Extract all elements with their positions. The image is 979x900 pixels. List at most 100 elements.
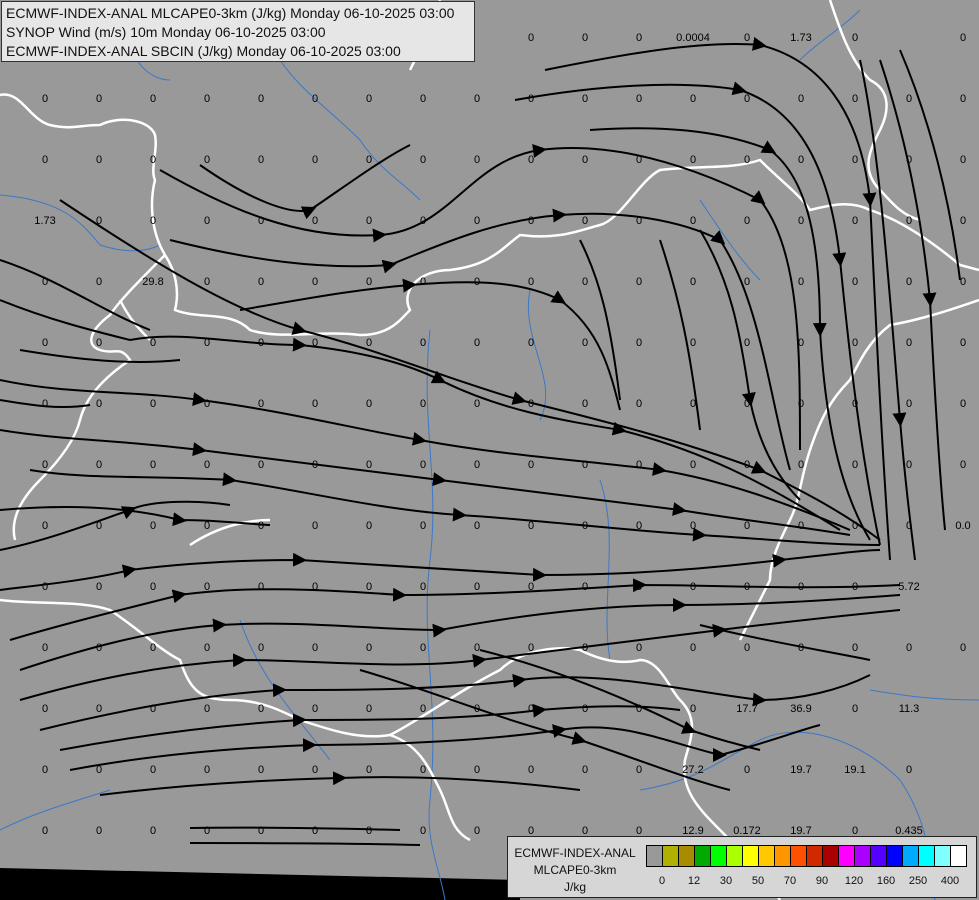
legend-tick-label: 90	[815, 875, 829, 887]
station-value: 0	[366, 825, 372, 837]
station-value: 0	[258, 642, 264, 654]
station-value: 0	[258, 154, 264, 166]
station-value: 0	[150, 825, 156, 837]
station-value: 0	[204, 276, 210, 288]
station-value: 0	[960, 459, 966, 471]
station-value: 0	[474, 825, 480, 837]
station-value: 0	[150, 459, 156, 471]
station-value: 0	[690, 642, 696, 654]
station-value: 0	[96, 337, 102, 349]
station-value: 0	[42, 337, 48, 349]
station-value: 0	[690, 398, 696, 410]
legend-source: ECMWF-INDEX-ANAL	[514, 846, 636, 860]
legend-swatch	[855, 846, 871, 866]
station-value: 0	[798, 154, 804, 166]
legend-tick-label: 30	[719, 875, 733, 887]
station-value: 0	[150, 337, 156, 349]
station-value: 0	[852, 154, 858, 166]
station-value: 0	[852, 520, 858, 532]
station-value: 0	[744, 215, 750, 227]
station-value: 17.7	[736, 703, 757, 715]
station-value: 0	[528, 764, 534, 776]
station-value: 0	[312, 215, 318, 227]
station-value: 0	[258, 276, 264, 288]
station-value: 0	[258, 215, 264, 227]
station-value: 0	[960, 215, 966, 227]
station-value: 0	[312, 398, 318, 410]
color-legend: ECMWF-INDEX-ANAL MLCAPE0-3km J/kg 0 12 30 5…	[507, 836, 977, 898]
title-line-sbcin: ECMWF-INDEX-ANAL SBCIN (J/kg) Monday 06-…	[6, 43, 401, 59]
station-value: 0	[528, 276, 534, 288]
station-value: 0	[474, 459, 480, 471]
station-value: 0	[636, 520, 642, 532]
station-value: 0	[798, 459, 804, 471]
station-value: 0	[744, 581, 750, 593]
station-value: 0	[204, 581, 210, 593]
legend-swatch	[839, 846, 855, 866]
station-value: 0	[366, 581, 372, 593]
station-value: 0	[474, 398, 480, 410]
station-value: 0	[744, 154, 750, 166]
station-value: 0	[366, 337, 372, 349]
station-value: 0	[636, 581, 642, 593]
station-value: 0	[474, 581, 480, 593]
legend-swatch	[791, 846, 807, 866]
station-value: 0	[96, 459, 102, 471]
station-value: 0	[150, 154, 156, 166]
station-value: 0	[258, 764, 264, 776]
station-value: 0	[474, 93, 480, 105]
station-value: 0	[150, 520, 156, 532]
legend-tick-label: 400	[940, 875, 960, 887]
station-value: 12.9	[682, 825, 703, 837]
station-value: 0	[636, 703, 642, 715]
map-title-box: ECMWF-INDEX-ANAL MLCAPE0-3km (J/kg) Mond…	[1, 1, 475, 62]
station-value: 0	[42, 154, 48, 166]
station-value: 0	[852, 398, 858, 410]
station-value: 0	[528, 520, 534, 532]
station-value: 0	[960, 32, 966, 44]
station-value: 0	[582, 459, 588, 471]
station-value: 0	[366, 459, 372, 471]
station-value: 0	[960, 93, 966, 105]
title-line-wind: SYNOP Wind (m/s) 10m Monday 06-10-2025 0…	[6, 24, 326, 40]
station-value: 0	[420, 764, 426, 776]
station-value: 0	[582, 32, 588, 44]
station-value: 0	[906, 459, 912, 471]
station-value: 0	[690, 337, 696, 349]
station-value: 0	[96, 215, 102, 227]
station-value: 0	[96, 93, 102, 105]
legend-tick-label: 70	[783, 875, 797, 887]
station-value: 0	[798, 642, 804, 654]
station-value: 0	[312, 520, 318, 532]
legend-swatch	[679, 846, 695, 866]
station-value: 0	[690, 93, 696, 105]
station-value: 0	[204, 215, 210, 227]
station-value: 0	[744, 32, 750, 44]
legend-parameter: MLCAPE0-3km	[533, 863, 617, 877]
station-value: 0	[798, 520, 804, 532]
station-value: 0	[636, 276, 642, 288]
station-value: 11.3	[899, 703, 920, 715]
station-value: 0	[96, 642, 102, 654]
legend-swatch	[935, 846, 951, 866]
station-value: 0	[528, 398, 534, 410]
station-value: 0	[636, 825, 642, 837]
station-value: 0	[798, 93, 804, 105]
station-value: 0	[150, 581, 156, 593]
station-value: 0	[906, 398, 912, 410]
station-value: 0	[690, 703, 696, 715]
station-value: 0	[150, 764, 156, 776]
station-value: 0	[744, 93, 750, 105]
station-value: 0	[582, 764, 588, 776]
station-value: 1.73	[34, 215, 55, 227]
station-value: 0	[636, 32, 642, 44]
station-value: 0	[474, 764, 480, 776]
station-value: 0	[366, 215, 372, 227]
station-value: 36.9	[790, 703, 811, 715]
station-value: 0	[690, 276, 696, 288]
station-value: 0	[312, 703, 318, 715]
station-value: 0	[852, 276, 858, 288]
station-value: 0	[528, 642, 534, 654]
station-value: 0	[312, 154, 318, 166]
